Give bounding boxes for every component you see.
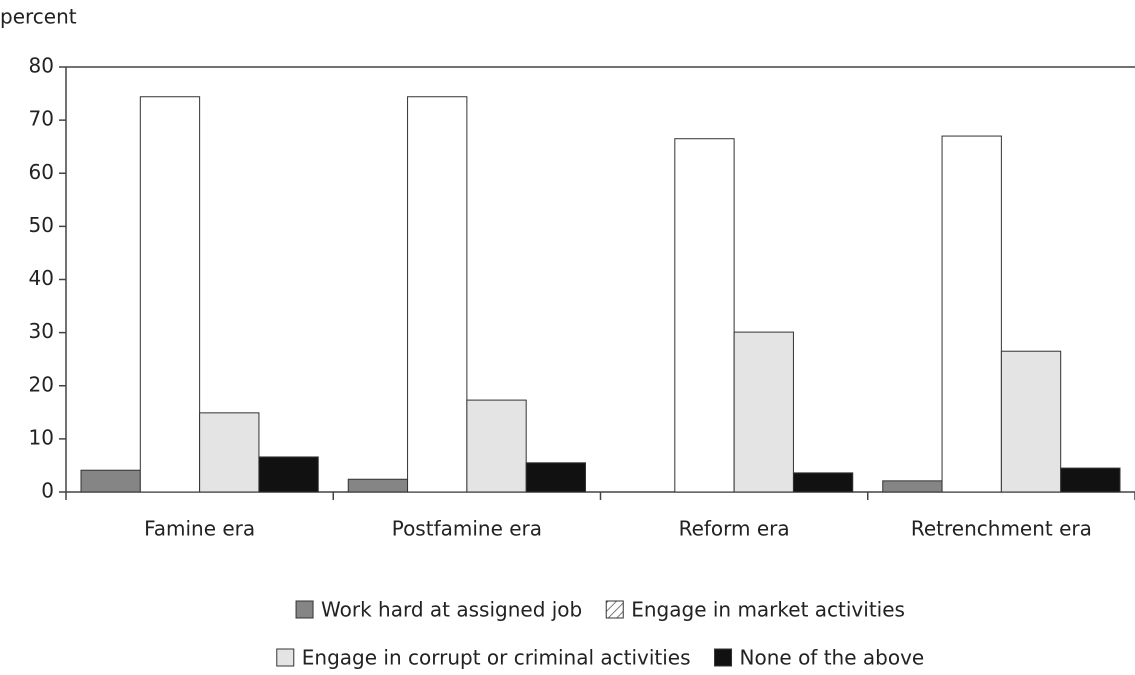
bar bbox=[941, 135, 1002, 493]
legend-swatch bbox=[276, 648, 295, 667]
y-tick-label: 70 bbox=[29, 107, 54, 131]
x-tick-label: Reform era bbox=[679, 517, 790, 541]
x-tick-label: Postfamine era bbox=[392, 517, 542, 541]
y-tick-label: 40 bbox=[29, 266, 54, 290]
legend-label: Engage in market activities bbox=[631, 598, 905, 622]
bar bbox=[407, 96, 468, 493]
bar bbox=[525, 462, 586, 493]
x-tick-label: Retrenchment era bbox=[911, 517, 1092, 541]
y-tick-label: 20 bbox=[29, 372, 54, 396]
bar bbox=[258, 456, 319, 493]
bar bbox=[139, 96, 201, 493]
x-tick-label: Famine era bbox=[144, 517, 255, 541]
legend-swatch bbox=[295, 600, 314, 619]
bar bbox=[80, 469, 141, 493]
y-tick-label: 80 bbox=[29, 54, 54, 78]
y-tick-label: 50 bbox=[29, 213, 54, 237]
legend-item: Engage in market activities bbox=[605, 598, 905, 622]
legend-item: None of the above bbox=[714, 646, 925, 670]
legend-label: Engage in corrupt or criminal activities bbox=[302, 646, 691, 670]
y-tick-label: 10 bbox=[29, 425, 54, 449]
legend-item: Work hard at assigned job bbox=[295, 598, 582, 622]
bar bbox=[674, 138, 735, 493]
legend-swatch bbox=[605, 600, 624, 619]
y-tick-label: 0 bbox=[41, 479, 54, 503]
y-tick-label: 30 bbox=[29, 319, 54, 343]
bar bbox=[882, 480, 943, 493]
legend-label: Work hard at assigned job bbox=[321, 598, 582, 622]
bar bbox=[347, 478, 409, 493]
y-tick-label: 60 bbox=[29, 160, 54, 184]
bar bbox=[1060, 467, 1121, 493]
legend-swatch bbox=[714, 648, 733, 667]
legend-label: None of the above bbox=[740, 646, 925, 670]
bar bbox=[1000, 350, 1062, 493]
bar bbox=[733, 331, 794, 493]
y-axis-label: percent bbox=[0, 5, 77, 29]
bar bbox=[792, 472, 854, 493]
bar bbox=[466, 399, 527, 493]
legend-item: Engage in corrupt or criminal activities bbox=[276, 646, 691, 670]
bar bbox=[199, 412, 260, 493]
